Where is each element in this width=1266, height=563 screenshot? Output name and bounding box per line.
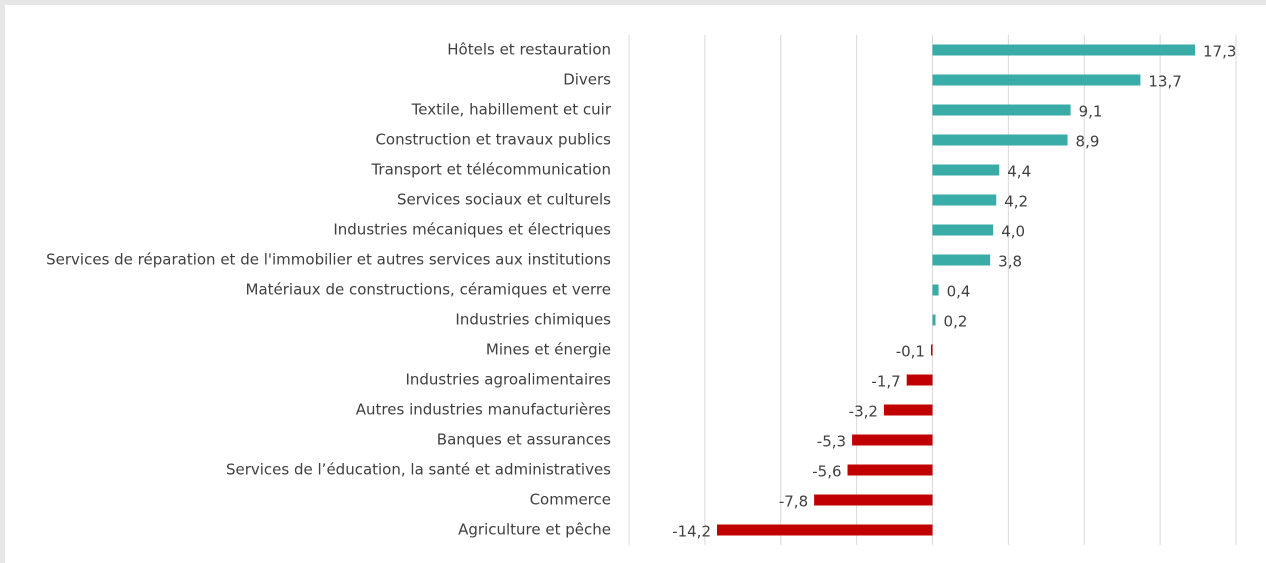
data-label: 13,7 bbox=[1148, 73, 1181, 91]
category-label: Industries mécaniques et électriques bbox=[333, 221, 611, 239]
data-label: 4,2 bbox=[1004, 193, 1028, 211]
bar bbox=[906, 374, 933, 386]
bar bbox=[932, 134, 1068, 146]
bar bbox=[932, 74, 1141, 86]
data-label: -1,7 bbox=[871, 373, 900, 391]
bar bbox=[852, 434, 933, 446]
category-label: Divers bbox=[563, 71, 611, 89]
bar bbox=[932, 44, 1196, 56]
bar bbox=[932, 104, 1071, 116]
bar bbox=[932, 284, 939, 296]
chart-background bbox=[5, 5, 1266, 563]
bar bbox=[932, 194, 997, 206]
data-label: -3,2 bbox=[849, 403, 878, 421]
category-label: Transport et télécommunication bbox=[370, 161, 611, 179]
data-label: 8,9 bbox=[1076, 133, 1100, 151]
category-label: Mines et énergie bbox=[486, 341, 611, 359]
data-label: 3,8 bbox=[998, 253, 1022, 271]
bar bbox=[932, 254, 991, 266]
bar bbox=[932, 164, 1000, 176]
bar bbox=[932, 224, 994, 236]
data-label: -5,6 bbox=[812, 463, 841, 481]
bar bbox=[847, 464, 933, 476]
category-label: Commerce bbox=[530, 491, 611, 509]
category-label: Autres industries manufacturières bbox=[356, 401, 611, 419]
data-label: 0,2 bbox=[944, 313, 968, 331]
category-label: Industries agroalimentaires bbox=[405, 371, 611, 389]
category-label: Construction et travaux publics bbox=[375, 131, 611, 149]
bar bbox=[883, 404, 933, 416]
category-label: Matériaux de constructions, céramiques e… bbox=[246, 281, 611, 299]
bar bbox=[932, 314, 936, 326]
data-label: -0,1 bbox=[896, 343, 925, 361]
data-label: -14,2 bbox=[672, 523, 711, 541]
data-label: 17,3 bbox=[1203, 43, 1236, 61]
category-label: Banques et assurances bbox=[437, 431, 611, 449]
data-label: 4,0 bbox=[1001, 223, 1025, 241]
data-label: 0,4 bbox=[947, 283, 971, 301]
data-label: -5,3 bbox=[817, 433, 846, 451]
data-label: 9,1 bbox=[1079, 103, 1103, 121]
bar bbox=[717, 524, 933, 536]
category-label: Services de l’éducation, la santé et adm… bbox=[226, 461, 611, 479]
bar bbox=[814, 494, 933, 506]
data-label: -7,8 bbox=[779, 493, 808, 511]
category-label: Hôtels et restauration bbox=[447, 41, 611, 59]
category-label: Services de réparation et de l'immobilie… bbox=[46, 251, 611, 269]
category-label: Textile, habillement et cuir bbox=[411, 101, 612, 119]
data-label: 4,4 bbox=[1007, 163, 1031, 181]
category-label: Agriculture et pêche bbox=[458, 521, 611, 539]
bar bbox=[930, 344, 933, 356]
category-label: Services sociaux et culturels bbox=[397, 191, 611, 209]
category-label: Industries chimiques bbox=[455, 311, 611, 329]
